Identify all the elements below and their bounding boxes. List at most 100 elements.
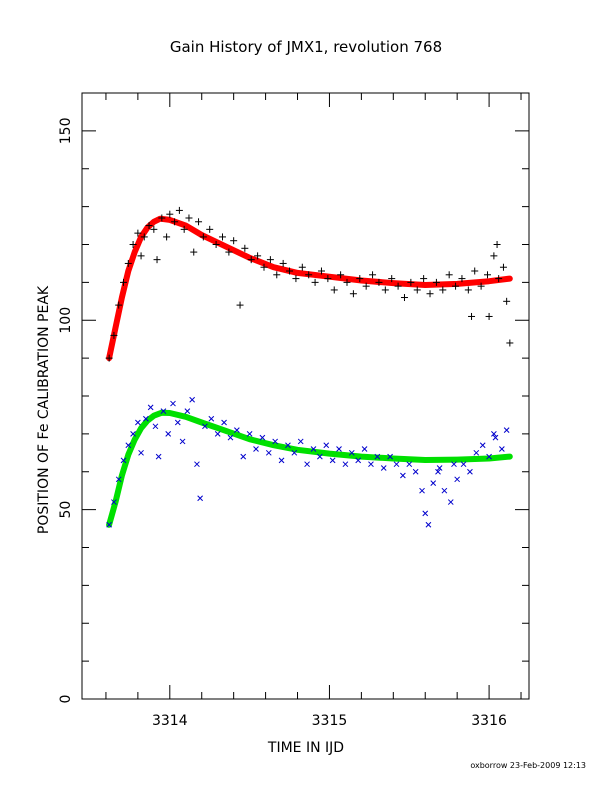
- plus-marker: [298, 263, 306, 271]
- plus-marker: [305, 271, 313, 279]
- cross-marker: [111, 499, 117, 505]
- plus-marker: [292, 275, 300, 283]
- cross-marker: [361, 446, 368, 452]
- plus-marker: [190, 248, 198, 256]
- plus-marker: [199, 233, 207, 241]
- plus-marker: [145, 222, 153, 230]
- plus-marker: [375, 278, 383, 286]
- plus-marker: [471, 267, 479, 275]
- plus-marker: [212, 241, 220, 248]
- plot-frame: [81, 92, 530, 700]
- cross-marker: [436, 465, 443, 471]
- plus-marker: [426, 290, 434, 298]
- plus-marker: [483, 271, 491, 279]
- plus-marker: [134, 229, 142, 237]
- cross-marker: [393, 461, 400, 468]
- plus-marker: [236, 301, 244, 309]
- cross-marker: [342, 461, 349, 468]
- plus-marker: [311, 278, 319, 286]
- plus-marker: [330, 286, 338, 294]
- plus-marker: [230, 237, 238, 245]
- cross-marker: [120, 457, 127, 464]
- plus-marker: [266, 256, 274, 264]
- cross-marker: [179, 438, 186, 445]
- cross-marker: [441, 487, 448, 494]
- plus-marker: [381, 286, 389, 294]
- cross-marker: [285, 442, 291, 449]
- cross-marker: [467, 468, 473, 475]
- plus-marker: [110, 331, 118, 339]
- cross-marker: [152, 423, 159, 430]
- plus-marker: [452, 282, 460, 290]
- plus-marker: [180, 225, 188, 233]
- plus-marker: [394, 282, 402, 290]
- cross-marker: [197, 495, 203, 502]
- cross-marker: [208, 415, 215, 422]
- cross-marker: [406, 461, 413, 468]
- plus-marker: [343, 278, 351, 286]
- plus-marker: [317, 267, 325, 275]
- cross-marker: [355, 457, 362, 464]
- cross-marker: [160, 408, 167, 415]
- cross-marker: [170, 400, 176, 407]
- cross-marker: [491, 431, 497, 437]
- plus-marker: [273, 271, 281, 279]
- plus-marker: [506, 339, 514, 347]
- plus-marker: [458, 275, 466, 283]
- plus-marker: [171, 218, 179, 226]
- cross-marker: [194, 461, 200, 468]
- cross-marker: [368, 461, 374, 468]
- cross-marker: [143, 415, 149, 422]
- plus-marker: [225, 248, 233, 256]
- plus-marker: [464, 286, 472, 294]
- plus-marker: [140, 233, 148, 241]
- plus-marker: [324, 275, 332, 283]
- fit-curves: [106, 215, 513, 528]
- cross-marker: [329, 457, 336, 464]
- cross-marker: [174, 419, 181, 426]
- cross-marker: [130, 431, 136, 437]
- cross-marker: [278, 457, 285, 464]
- y-tick-label: 150: [58, 118, 74, 145]
- cross-marker: [291, 449, 298, 456]
- cross-marker: [304, 461, 310, 468]
- plus-marker: [129, 241, 137, 248]
- cross-marker: [387, 453, 393, 460]
- cross-marker: [253, 446, 259, 452]
- cross-marker: [234, 427, 240, 433]
- plus-marker: [115, 301, 123, 309]
- plus-marker: [413, 286, 421, 294]
- cross-marker: [221, 419, 227, 426]
- cross-marker: [473, 449, 480, 456]
- cross-marker: [135, 419, 141, 426]
- cross-marker: [374, 453, 381, 460]
- plus-marker: [218, 233, 226, 241]
- plus-marker: [166, 210, 174, 218]
- axis-ticks: [82, 92, 529, 700]
- plus-marker: [105, 354, 113, 362]
- cross-marker: [240, 453, 247, 460]
- cross-marker: [348, 449, 355, 456]
- cross-marker: [165, 431, 172, 437]
- plus-marker: [407, 278, 415, 286]
- plus-marker: [163, 233, 171, 241]
- cross-marker: [425, 521, 432, 528]
- plus-marker: [254, 252, 262, 260]
- cross-marker: [310, 446, 317, 452]
- plus-marker: [124, 259, 132, 267]
- plus-marker: [503, 297, 511, 305]
- data-points: [105, 206, 514, 528]
- cross-marker: [336, 446, 342, 452]
- plus-marker: [495, 275, 503, 283]
- cross-marker: [272, 438, 279, 445]
- plus-marker: [420, 275, 428, 283]
- plus-marker: [120, 278, 128, 286]
- cross-marker: [499, 446, 505, 452]
- x-axis-label: TIME IN IJD: [267, 740, 344, 756]
- cross-marker: [189, 396, 196, 403]
- plus-marker: [260, 263, 268, 271]
- plus-marker: [369, 271, 377, 279]
- cross-marker: [317, 453, 323, 460]
- cross-marker: [503, 427, 510, 433]
